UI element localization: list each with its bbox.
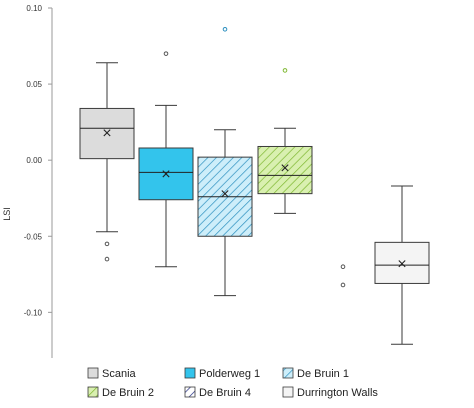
legend-swatch (87, 367, 99, 379)
legend-swatch (282, 386, 294, 398)
legend-label: Polderweg 1 (199, 368, 260, 380)
outlier-point (282, 68, 288, 73)
y-ticks: 0.10 0.05 0.00 -0.05 -0.10 (24, 4, 52, 317)
y-tick: 0.00 (26, 156, 52, 165)
box-scania (79, 62, 135, 262)
y-tick-label: 0.00 (26, 156, 42, 165)
outlier-point (104, 256, 110, 262)
y-tick: 0.05 (26, 80, 52, 89)
y-tick-label: 0.05 (26, 80, 42, 89)
mean-marker (281, 164, 289, 172)
y-tick: -0.05 (24, 232, 52, 241)
y-axis-label: LSI (2, 207, 12, 221)
outlier-point (104, 241, 110, 247)
mean-marker (221, 190, 229, 198)
iqr-box (257, 145, 313, 195)
legend-swatch (184, 386, 196, 398)
legend-label: Scania (102, 368, 137, 380)
box-de-bruin-1 (197, 27, 253, 297)
legend-label: De Bruin 1 (297, 368, 349, 380)
mean-marker (162, 170, 170, 178)
mean-marker (103, 129, 111, 137)
box-de-bruin-4 (340, 264, 346, 288)
legend-swatch (87, 386, 99, 398)
legend-item-de-bruin-1: De Bruin 1 (282, 367, 349, 380)
legend-item-de-bruin-2: De Bruin 2 (87, 386, 154, 399)
legend-item-de-bruin-4: De Bruin 4 (184, 386, 251, 399)
y-tick: -0.10 (24, 308, 52, 317)
legend-item-scania: Scania (87, 367, 137, 380)
mean-marker (398, 260, 406, 268)
legend-label: De Bruin 2 (102, 387, 154, 399)
box-polderweg-1 (138, 51, 194, 268)
legend-item-durrington-walls: Durrington Walls (282, 386, 378, 399)
boxes (79, 27, 430, 345)
outlier-point (340, 282, 346, 288)
y-tick-label: -0.05 (24, 232, 43, 241)
y-tick: 0.10 (26, 4, 52, 13)
legend-label: Durrington Walls (297, 387, 378, 399)
legend-swatch (282, 367, 294, 379)
outlier-point (222, 27, 228, 32)
legend-item-polderweg-1: Polderweg 1 (184, 367, 260, 380)
box-de-bruin-2 (257, 68, 313, 214)
y-tick-label: 0.10 (26, 4, 42, 13)
outlier-point (163, 51, 169, 56)
legend: Scania Polderweg 1 De Bruin 1 De Bruin 2 De … (87, 367, 378, 399)
legend-label: De Bruin 4 (199, 387, 251, 399)
outlier-point (340, 264, 346, 269)
box-durrington-walls (374, 185, 430, 345)
y-tick-label: -0.10 (24, 308, 43, 317)
legend-swatch (184, 367, 196, 379)
